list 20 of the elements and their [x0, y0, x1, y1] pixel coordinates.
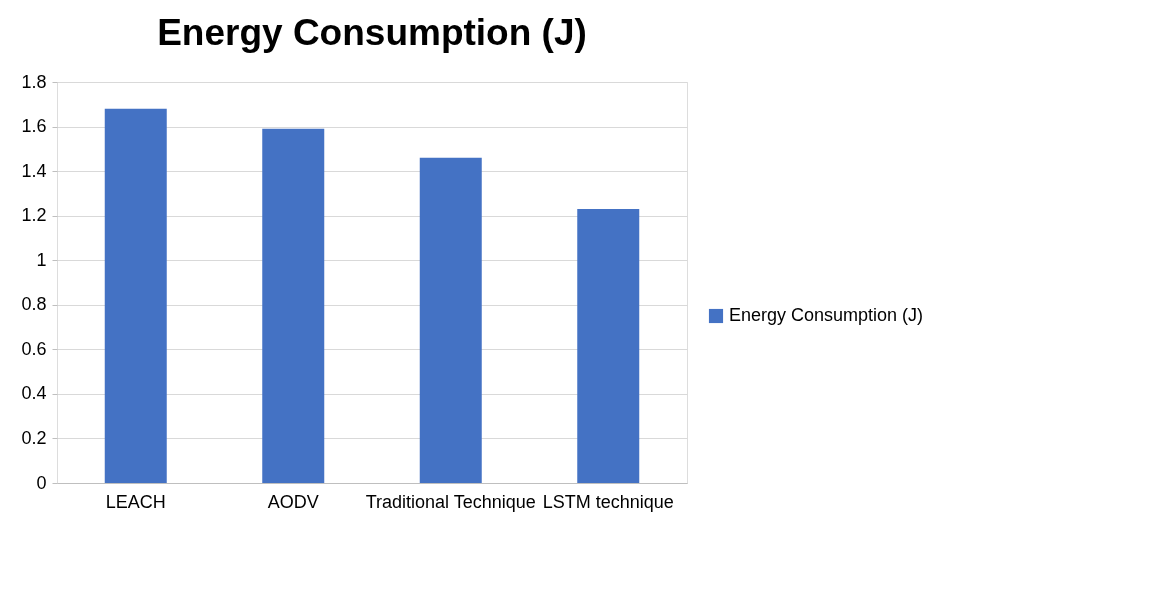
x-tick-label: LSTM technique: [542, 491, 674, 512]
y-tick-label: 0.8: [21, 294, 47, 315]
y-tick-label: 0: [36, 472, 47, 493]
bar: [577, 208, 640, 483]
y-tick-label: 1.8: [21, 71, 47, 92]
x-tick-label: Traditional Technique: [365, 491, 536, 512]
y-tick-label: 1.4: [21, 160, 47, 181]
y-tick-label: 1: [36, 249, 47, 270]
y-tick-label: 0.6: [21, 338, 47, 359]
y-tick-label: 0.2: [21, 427, 47, 448]
bar: [104, 108, 167, 483]
y-tick-label: 0.4: [21, 383, 47, 404]
y-tick-label: 1.6: [21, 116, 47, 137]
legend-label: Energy Consumption (J): [729, 305, 924, 325]
bar: [419, 157, 482, 483]
bar: [262, 128, 325, 483]
y-tick-label: 1.2: [21, 205, 47, 226]
x-tick-label: LEACH: [105, 491, 166, 512]
x-tick-label: AODV: [267, 491, 319, 512]
chart-title: Energy Consumption (J): [157, 12, 587, 53]
